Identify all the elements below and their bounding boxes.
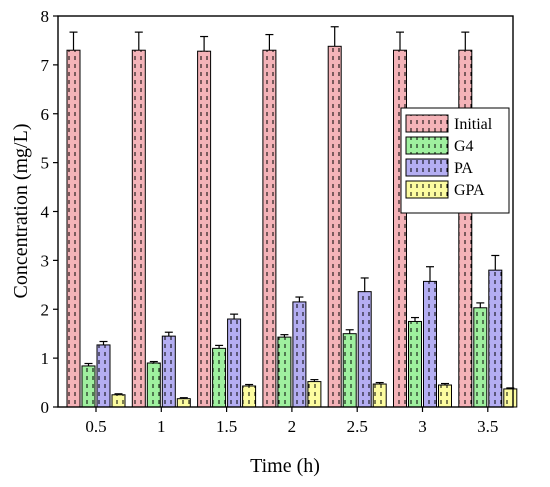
bar-pattern-gpa-2 xyxy=(307,381,321,407)
x-tick-label: 2.5 xyxy=(347,417,368,436)
x-axis-title: Time (h) xyxy=(250,455,320,477)
legend: Initial G4 PA GPA xyxy=(400,107,510,214)
bar-pattern-gpa-3 xyxy=(438,385,452,407)
bar-pattern-initial-3.5 xyxy=(458,50,472,408)
y-tick-label: 2 xyxy=(41,300,50,319)
bar-pattern-gpa-1 xyxy=(177,398,191,407)
x-tick-label: 3.5 xyxy=(477,417,498,436)
x-tick-label: 2 xyxy=(288,417,297,436)
bar-pattern-pa-1.5 xyxy=(227,319,241,407)
bar-pattern-pa-3.5 xyxy=(488,270,502,407)
bar-pattern-gpa-2.5 xyxy=(373,384,387,407)
bar-pattern-g4-3.5 xyxy=(473,307,487,407)
y-tick-label: 7 xyxy=(41,56,50,75)
x-tick-label: 3 xyxy=(418,417,427,436)
bar-pattern-pa-1 xyxy=(162,336,176,407)
bar-pattern-initial-1 xyxy=(132,50,146,408)
legend-swatch-pattern-g4 xyxy=(406,137,448,154)
bar-pattern-gpa-3.5 xyxy=(503,388,517,407)
bar-pattern-pa-2.5 xyxy=(358,291,372,407)
y-axis-title: Concentration (mg/L) xyxy=(10,124,32,299)
bar-pattern-initial-0.5 xyxy=(67,50,80,408)
y-tick-label: 3 xyxy=(41,251,50,270)
legend-label-initial: Initial xyxy=(454,116,493,133)
bar-pattern-initial-2.5 xyxy=(328,46,342,408)
x-tick-label: 1 xyxy=(157,417,166,436)
legend-label-pa: PA xyxy=(454,160,473,177)
axes-layer: 0.5 1 1.5 2 2.5 3 3.5 0 1 2 3 4 5 6 7 8 xyxy=(41,7,499,436)
y-tick-label: 6 xyxy=(41,105,50,124)
y-tick-label: 1 xyxy=(41,349,50,368)
bar-pattern-g4-0.5 xyxy=(82,365,95,407)
bar-pattern-pa-3 xyxy=(423,281,437,407)
bar-pattern-initial-2 xyxy=(262,50,276,408)
bar-pattern-initial-3 xyxy=(393,50,407,408)
bar-pattern-g4-3 xyxy=(408,321,422,407)
legend-swatch-pattern-initial xyxy=(406,115,448,132)
bar-pattern-gpa-1.5 xyxy=(242,385,256,407)
y-tick-label: 4 xyxy=(41,203,50,222)
bars-layer xyxy=(66,45,518,408)
bar-pattern-pa-0.5 xyxy=(97,344,110,407)
y-tick-label: 0 xyxy=(41,398,50,417)
bar-pattern-pa-2 xyxy=(292,301,306,407)
legend-swatch-pattern-pa xyxy=(406,159,448,176)
x-tick-label: 0.5 xyxy=(85,417,106,436)
legend-label-gpa: GPA xyxy=(454,182,485,199)
bar-pattern-gpa-0.5 xyxy=(112,394,125,407)
bar-pattern-g4-2.5 xyxy=(343,333,357,407)
legend-label-g4: G4 xyxy=(454,138,474,155)
bar-pattern-initial-1.5 xyxy=(197,51,211,407)
y-tick-label: 8 xyxy=(41,7,50,26)
bar-pattern-g4-1.5 xyxy=(212,348,226,407)
y-tick-label: 5 xyxy=(41,154,50,173)
bar-pattern-g4-2 xyxy=(277,337,291,407)
x-tick-label: 1.5 xyxy=(216,417,237,436)
legend-swatch-pattern-gpa xyxy=(406,181,448,198)
bar-pattern-g4-1 xyxy=(147,363,161,407)
